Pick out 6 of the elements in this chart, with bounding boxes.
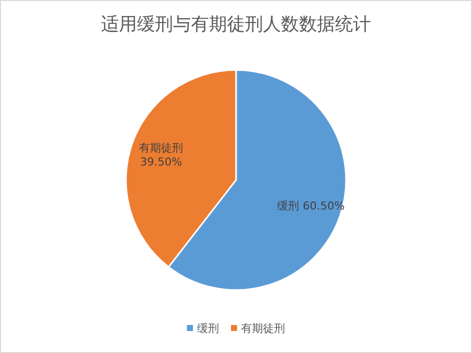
slice-label: 缓刑 bbox=[277, 200, 303, 213]
legend-label: 有期徒刑 bbox=[241, 322, 285, 335]
data-label: 39.50% bbox=[140, 155, 182, 168]
slice-label: 有期徒刑 bbox=[139, 141, 184, 154]
legend-label: 缓刑 bbox=[197, 322, 219, 335]
chart-title: 适用缓刑与有期徒刑人数数据统计 bbox=[101, 14, 371, 35]
